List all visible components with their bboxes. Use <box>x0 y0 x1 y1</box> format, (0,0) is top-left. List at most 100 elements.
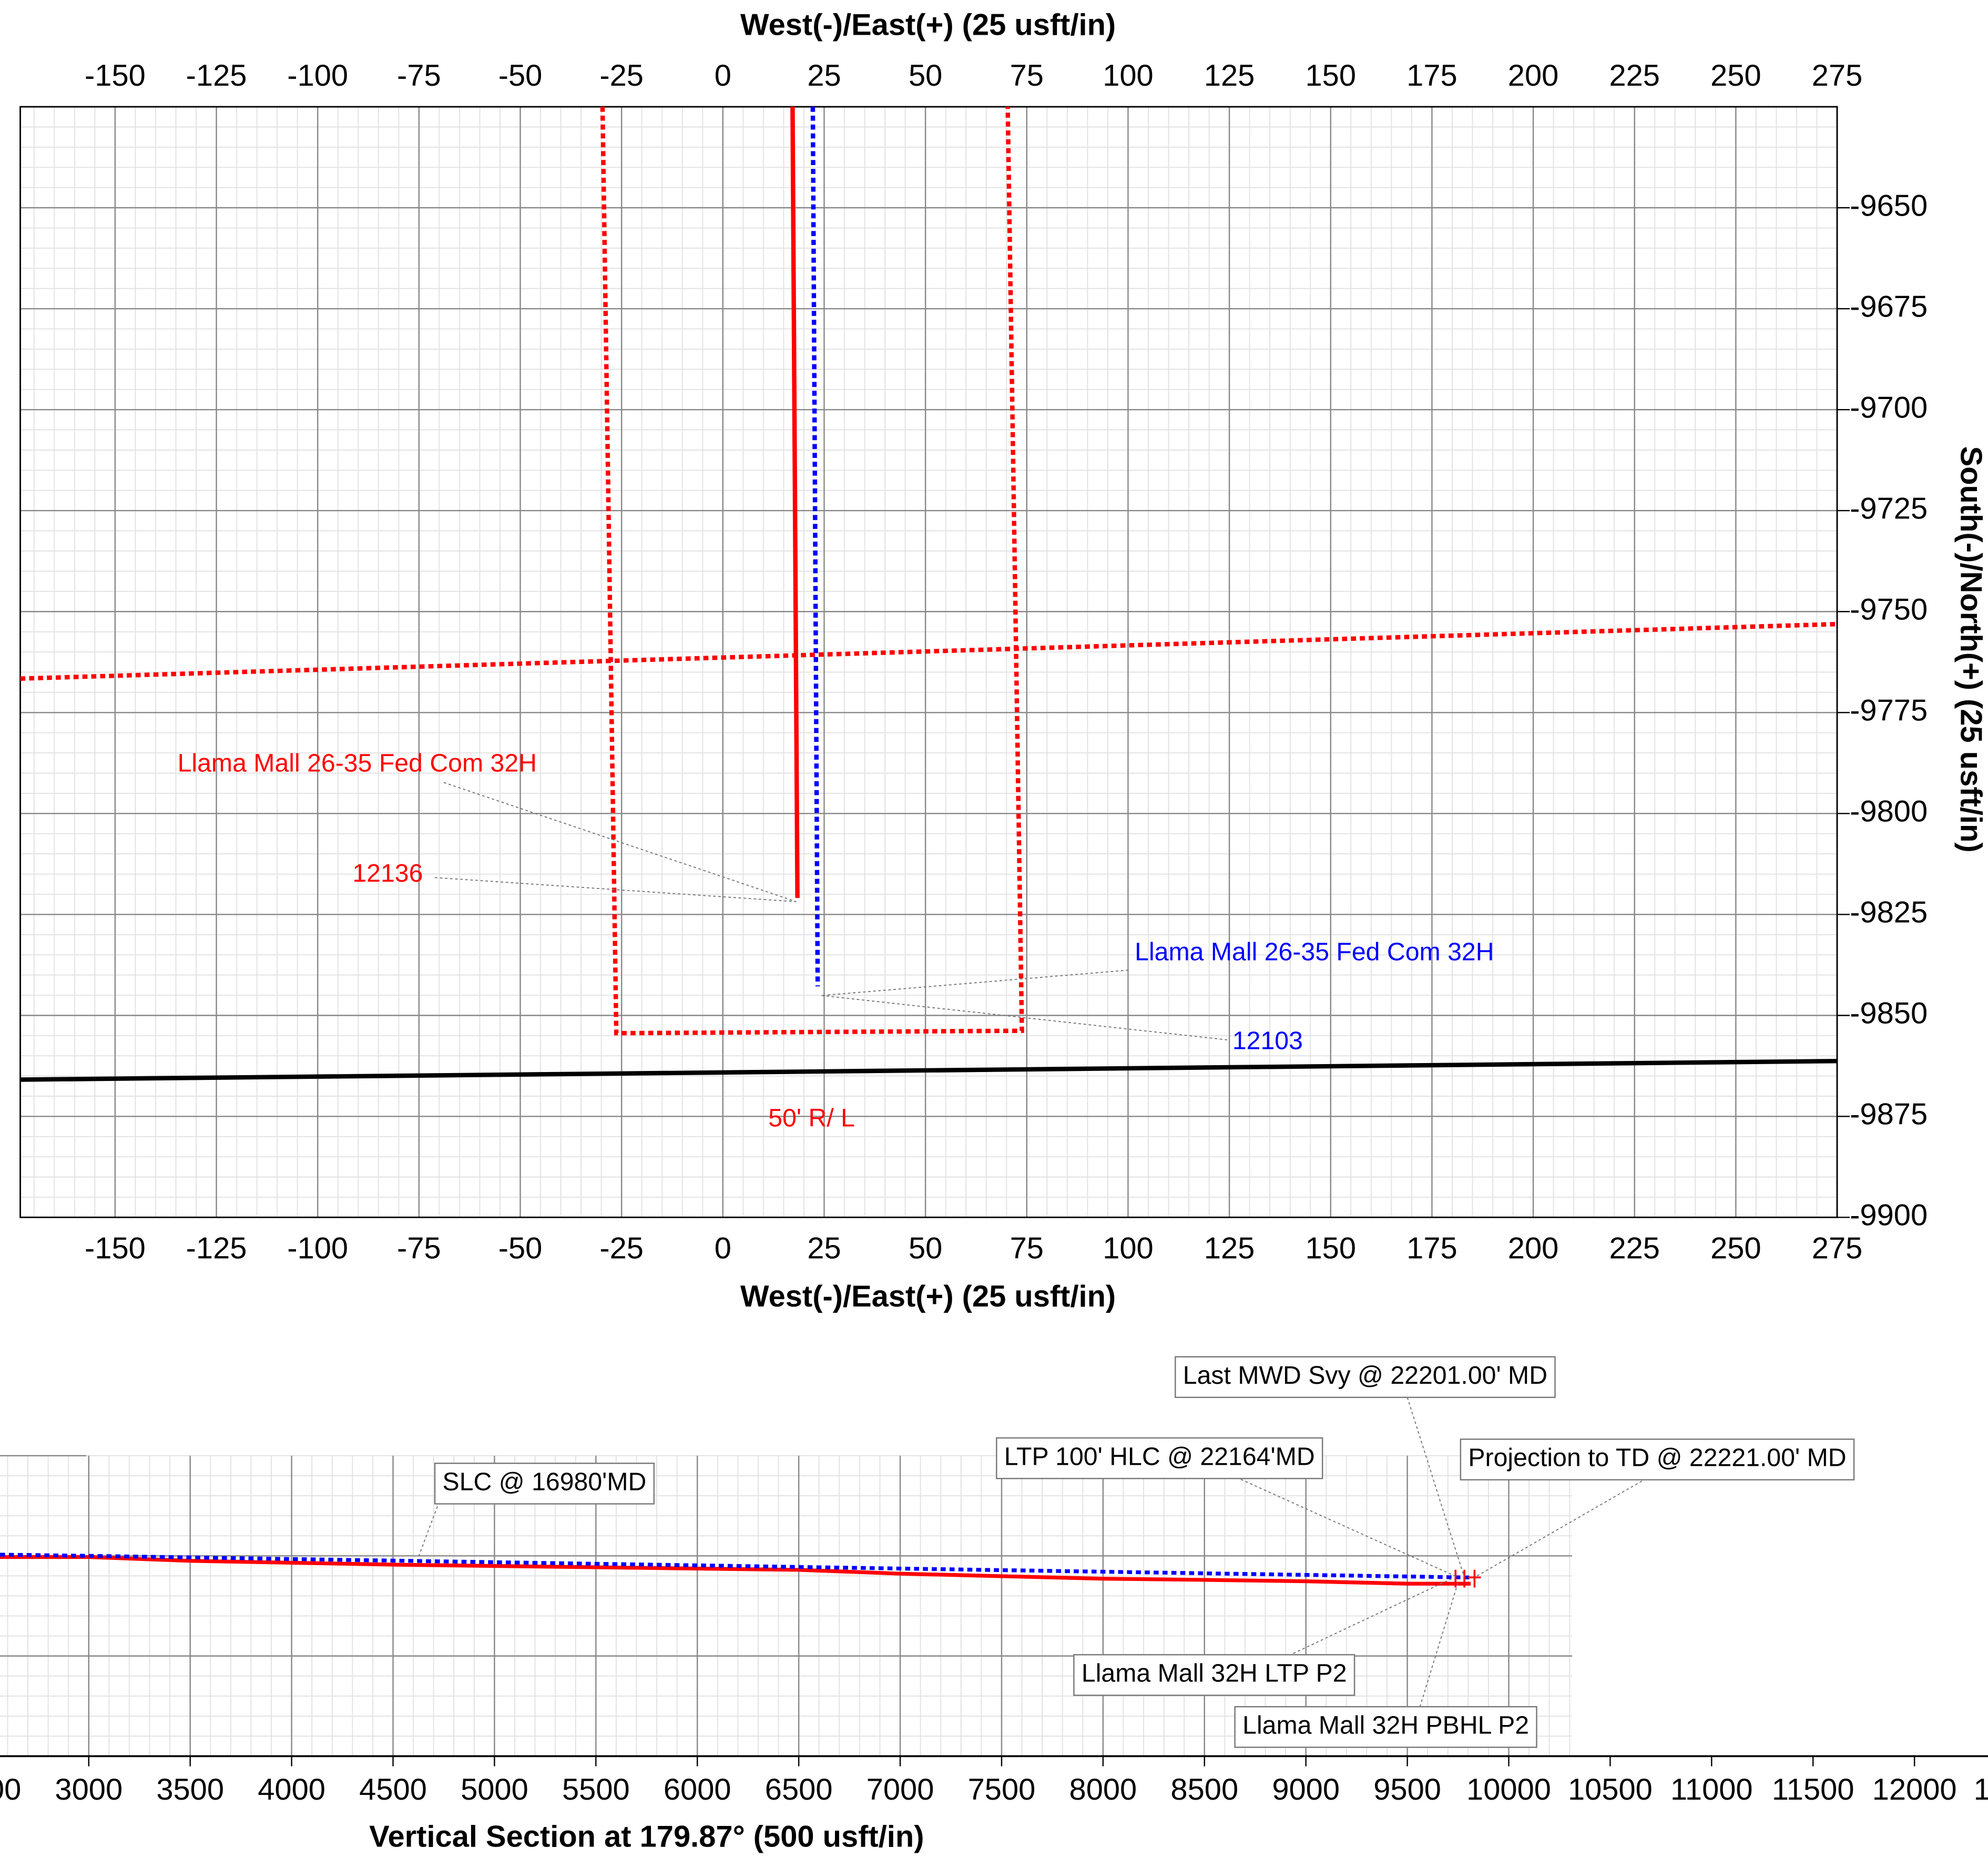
x-tick-label: 25 <box>807 59 841 93</box>
y-tick-label: -9675 <box>1850 290 1928 323</box>
x-axis-title: West(-)/East(+) (25 usft/in) <box>740 8 1116 42</box>
x-tick-label: 50 <box>909 59 942 93</box>
y-tick-label: -9700 <box>1850 391 1928 424</box>
x-tick-label: 6500 <box>765 1773 833 1806</box>
leader-line <box>821 995 1228 1040</box>
annotation: 50' R/ L <box>768 1104 855 1132</box>
x-tick-label: 0 <box>715 1231 731 1265</box>
annotation-box <box>1073 1654 1355 1696</box>
leader-line <box>1474 1481 1643 1578</box>
x-tick-label: 8500 <box>1170 1773 1238 1806</box>
x-tick-label: 100 <box>1103 59 1154 93</box>
x-tick-label: -125 <box>186 59 247 93</box>
x-tick-label: 250 <box>1710 59 1761 93</box>
x-tick-label: 25 <box>807 1231 841 1265</box>
x-tick-label: 125 <box>1204 1231 1255 1265</box>
x-tick-label: -50 <box>498 1231 543 1265</box>
x-tick-label: -25 <box>599 1231 644 1265</box>
x-tick-label: -150 <box>85 1231 146 1265</box>
x-axis-title: West(-)/East(+) (25 usft/in) <box>740 1280 1116 1313</box>
annotation: SLC @ 16980'MD <box>443 1468 647 1496</box>
y-tick-label: -9850 <box>1850 997 1928 1030</box>
x-tick-label: 3500 <box>156 1773 224 1806</box>
x-tick-label: 125 <box>1204 59 1255 93</box>
x-tick-label: 5500 <box>562 1773 630 1806</box>
annotation: 12136 <box>352 859 423 887</box>
y-tick-label: -9800 <box>1850 795 1928 829</box>
leader-line <box>821 969 1129 996</box>
x-tick-label: 175 <box>1406 1231 1457 1265</box>
x-tick-label: 11000 <box>1670 1773 1753 1806</box>
x-tick-label: -25 <box>599 59 644 93</box>
x-tick-label: -100 <box>287 59 348 93</box>
x-tick-label: 275 <box>1812 59 1863 93</box>
annotation-box <box>1175 1356 1556 1399</box>
series-line <box>20 1058 1838 1082</box>
series-line <box>790 107 800 898</box>
plot-frame <box>19 106 1838 1218</box>
annotation: Llama Mall 26-35 Fed Com 32H <box>1135 938 1494 966</box>
annotation: Projection to TD @ 22221.00' MD <box>1468 1444 1846 1472</box>
x-tick-label: 12500 <box>1974 1773 1988 1806</box>
series-line <box>810 107 820 987</box>
x-tick-label: 4000 <box>258 1773 325 1806</box>
x-tick-label: 100 <box>1103 1231 1154 1265</box>
leader-line <box>1406 1397 1465 1578</box>
x-tick-label: 7000 <box>866 1773 934 1806</box>
x-tick-label: -50 <box>498 59 543 93</box>
leader-line <box>1419 1582 1459 1707</box>
x-tick-label: 10500 <box>1568 1773 1653 1806</box>
x-tick-label: 10000 <box>1466 1773 1551 1806</box>
x-tick-label: 150 <box>1305 59 1356 93</box>
x-tick-label: -75 <box>397 59 441 93</box>
marker <box>1454 1569 1481 1588</box>
series-line <box>600 107 1024 1036</box>
x-tick-label: 250 <box>1710 1231 1761 1265</box>
y-axis-title: South(-)/North(+) (25 usft/in) <box>1954 446 1988 853</box>
annotation: 12103 <box>1232 1026 1303 1055</box>
x-tick-label: 11500 <box>1772 1773 1854 1806</box>
x-tick-label: -100 <box>287 1231 348 1265</box>
x-tick-label: 5000 <box>461 1773 528 1806</box>
y-tick-label: -9650 <box>1850 189 1928 222</box>
annotation-box <box>1460 1438 1855 1481</box>
y-tick-label: -9750 <box>1850 593 1928 627</box>
x-tick-label: -150 <box>85 59 146 93</box>
series-line <box>0 1555 1471 1586</box>
annotation-box <box>996 1437 1323 1479</box>
leader-line <box>1236 1476 1459 1578</box>
y-tick-label: -9775 <box>1850 694 1928 728</box>
x-tick-label: 225 <box>1609 59 1660 93</box>
x-tick-label: 275 <box>1812 1231 1863 1265</box>
annotation: Llama Mall 32H LTP P2 <box>1082 1659 1347 1688</box>
annotation: Last MWD Svy @ 22201.00' MD <box>1183 1361 1547 1390</box>
x-tick-label: 50 <box>909 1231 942 1265</box>
plot-layer: -150 -150 -125 -125 -100 -100 -75 -75 -50 -50 -25 -… <box>0 8 1988 1853</box>
x-tick-label: 3000 <box>55 1773 123 1806</box>
annotation: Llama Mall 26-35 Fed Com 32H <box>178 749 537 777</box>
annotation: Llama Mall 32H PBHL P2 <box>1242 1711 1529 1740</box>
x-tick-label: -75 <box>397 1231 441 1265</box>
x-tick-label: 175 <box>1406 59 1457 93</box>
x-tick-label: 75 <box>1010 59 1044 93</box>
annotation: LTP 100' HLC @ 22164'MD <box>1004 1442 1315 1471</box>
x-tick-label: 12000 <box>1872 1773 1957 1806</box>
series-line <box>20 621 1838 681</box>
y-tick-label: -9725 <box>1850 492 1928 525</box>
x-axis-title: Vertical Section at 179.87° (500 usft/in… <box>369 1820 924 1853</box>
leader-line <box>443 782 797 902</box>
x-tick-label: 200 <box>1508 1231 1559 1265</box>
y-tick-label: -9875 <box>1850 1098 1928 1131</box>
series-line <box>0 1553 1471 1580</box>
x-tick-label: 9000 <box>1272 1773 1340 1806</box>
x-tick-label: 6000 <box>664 1773 731 1806</box>
x-tick-label: 9500 <box>1373 1773 1441 1806</box>
x-tick-label: 150 <box>1305 1231 1356 1265</box>
x-tick-label: 8000 <box>1069 1773 1137 1806</box>
x-tick-label: 200 <box>1508 59 1559 93</box>
leader-line <box>1293 1578 1452 1654</box>
annotation-box <box>434 1463 655 1505</box>
annotation-box <box>1234 1706 1537 1748</box>
